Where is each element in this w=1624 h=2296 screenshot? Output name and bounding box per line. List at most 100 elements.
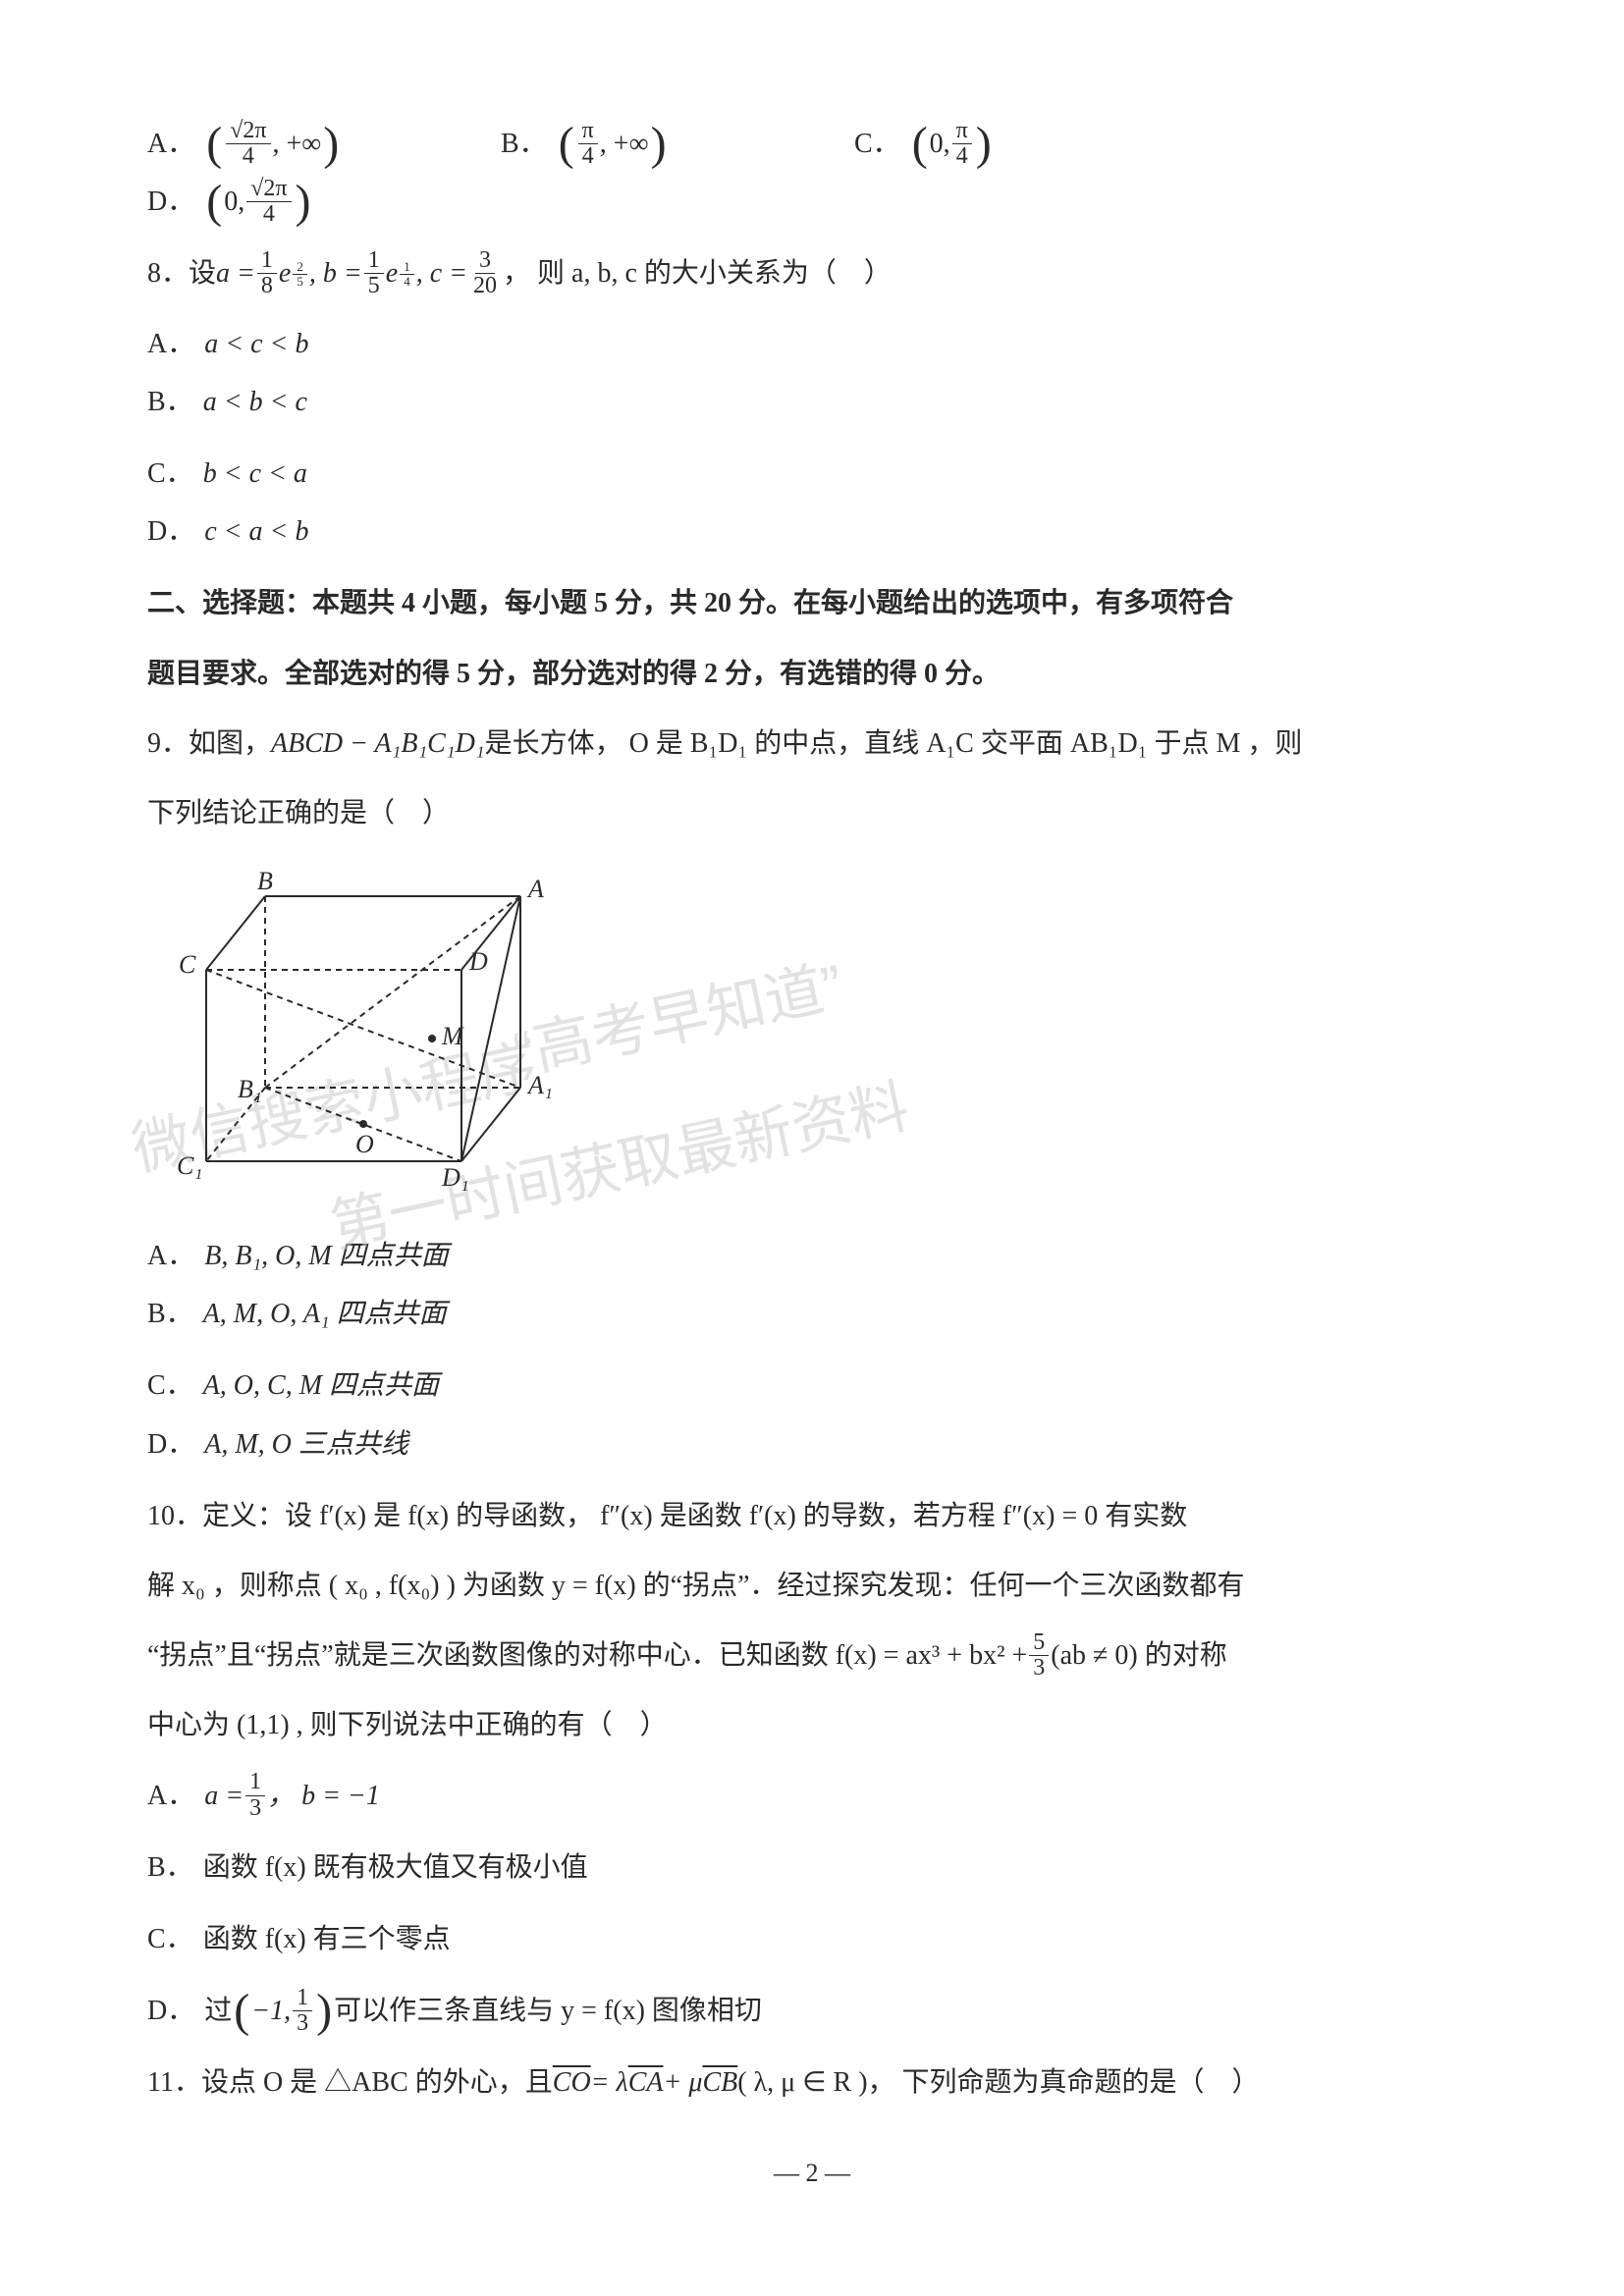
q8-c-lhs: , c = xyxy=(416,247,467,299)
exp-num: 1 xyxy=(400,260,414,275)
q10-option-c: C． 函数 f(x) 有三个零点 xyxy=(147,1913,1477,1965)
q9-option-b: B． A, M, O, A₁ 四点共面 xyxy=(147,1288,776,1340)
exp-den: 5 xyxy=(293,275,307,289)
option-text: A, M, O 三点共线 xyxy=(204,1418,408,1470)
q10-option-c-row: C． 函数 f(x) 有三个零点 xyxy=(147,1913,1477,1971)
frac-den: 5 xyxy=(364,274,384,298)
left-paren: ( xyxy=(234,1988,249,2035)
option-label: D． xyxy=(147,176,194,228)
q10-stem3-a: “拐点”且“拐点”就是三次函数图像的对称中心．已知函数 f(x) = ax³ +… xyxy=(147,1629,1027,1682)
interval-lead: 0, xyxy=(224,176,244,228)
q8-option-b: B． a < b < c xyxy=(147,376,776,428)
frac-den: 3 xyxy=(245,1796,265,1821)
frac-num: 1 xyxy=(364,248,384,274)
option-text: b < c < a xyxy=(203,448,307,500)
q9-stem-line-1: 9．如图， ABCD − A₁B₁C₁D₁ 是长方体， O 是 B₁D₁ 的中点… xyxy=(147,718,1477,770)
q8-option-a: A． a < c < b xyxy=(147,318,776,370)
option-label: A． xyxy=(147,318,194,370)
q9-options-row2: C． A, O, C, M 四点共面 D． A, M, O 三点共线 xyxy=(147,1360,1477,1475)
exp-den: 4 xyxy=(400,275,414,289)
q8-option-d: D． c < a < b xyxy=(147,506,776,558)
option-label: D． xyxy=(147,1985,194,2037)
q11-stem-b: ( λ, μ ∈ R )， 下列命题为真命题的是（ ） xyxy=(737,2056,1259,2109)
frac-den: 4 xyxy=(578,144,598,169)
option-label: A． xyxy=(147,1770,194,1822)
option-text: B, B₁, O, M 四点共面 xyxy=(204,1230,449,1282)
q8-options-row2: C． b < c < a D． c < a < b xyxy=(147,448,1477,563)
q7-options: A． ( √2π4 , +∞ ) B． ( π4 , +∞ ) C． ( 0, … xyxy=(147,118,1477,234)
frac-num: 1 xyxy=(293,1986,312,2011)
q7-option-a: A． ( √2π4 , +∞ ) xyxy=(147,118,461,170)
frac-num: √2π xyxy=(226,119,270,144)
frac-num: 3 xyxy=(475,248,495,274)
option-label: C． xyxy=(147,448,193,500)
option-label: A． xyxy=(147,1230,194,1282)
option-text: a < c < b xyxy=(204,318,308,370)
frac-den: 3 xyxy=(1029,1656,1049,1681)
q10-stem-line-1: 10．定义：设 f′(x) 是 f(x) 的导函数， f″(x) 是函数 f′(… xyxy=(147,1490,1477,1542)
option-label: A． xyxy=(147,118,194,170)
vec-ca: CA xyxy=(628,2056,664,2109)
frac-den: 8 xyxy=(257,274,277,298)
exp-num: 2 xyxy=(293,260,307,275)
q11-stem-a: 11．设点 O 是 △ABC 的外心，且 xyxy=(147,2056,553,2109)
q8-b-lhs: , b = xyxy=(309,247,362,299)
fig-label-a1: A₁ xyxy=(528,1071,553,1100)
q10-stem-line-2: 解 x₀ ，则称点 ( x₀ , f(x₀) ) 为函数 y = f(x) 的“… xyxy=(147,1560,1477,1612)
option-label: D． xyxy=(147,506,194,558)
fig-label-d1: D₁ xyxy=(442,1163,469,1193)
interval-lead: 0, xyxy=(930,118,950,170)
q9-option-a: A． B, B₁, O, M 四点共面 xyxy=(147,1230,776,1282)
fig-label-b1: B₁ xyxy=(238,1075,262,1104)
option-label: B． xyxy=(147,376,193,428)
q11-plus: + μ xyxy=(663,2056,702,2109)
q10-a-post: ， b = −1 xyxy=(267,1770,380,1822)
frac-den: 4 xyxy=(239,144,258,169)
frac-num: π xyxy=(952,119,972,144)
fig-label-m: M xyxy=(442,1022,463,1051)
q9-stem1-a: 9．如图， xyxy=(147,718,271,770)
option-text: 函数 f(x) 有三个零点 xyxy=(203,1913,451,1965)
fig-label-o: O xyxy=(355,1130,374,1159)
q10-d-x: −1, xyxy=(251,1985,291,2037)
q9-stem1-b: ABCD − A₁B₁C₁D₁ xyxy=(271,718,485,770)
q9-option-d: D． A, M, O 三点共线 xyxy=(147,1418,776,1470)
option-label: C． xyxy=(147,1913,193,1965)
q8-stem-pre: 8．设 xyxy=(147,247,216,299)
option-label: D． xyxy=(147,1418,194,1470)
frac-den: 4 xyxy=(259,202,279,227)
q9-stem-line-2: 下列结论正确的是（ ） xyxy=(147,787,1477,839)
q8-stem-post: ， 则 a, b, c 的大小关系为（ ） xyxy=(503,247,892,299)
q7-option-d: D． ( 0, √2π4 ) xyxy=(147,176,461,228)
fig-label-c: C xyxy=(179,950,195,980)
option-label: B． xyxy=(147,1288,193,1340)
q9-cuboid-figure: B A C D B₁ A₁ C₁ D₁ M O xyxy=(167,857,579,1210)
q7-option-b: B． ( π4 , +∞ ) xyxy=(501,118,815,170)
interval-tail: , +∞ xyxy=(600,118,649,170)
option-text: c < a < b xyxy=(204,506,308,558)
frac-num: √2π xyxy=(246,177,291,202)
q10-option-a-row: A． a = 13 ， b = −1 xyxy=(147,1770,1477,1828)
frac-num: 1 xyxy=(257,248,277,274)
q8-option-c: C． b < c < a xyxy=(147,448,776,500)
page-number: — 2 — xyxy=(0,2159,1624,2188)
q10-stem-line-4: 中心为 (1,1) , 则下列说法中正确的有（ ） xyxy=(147,1699,1477,1751)
option-text: 函数 f(x) 既有极大值又有极小值 xyxy=(203,1842,588,1894)
q7-option-c: C． ( 0, π4 ) xyxy=(854,118,1168,170)
section-2-line-1: 二、选择题：本题共 4 小题，每小题 5 分，共 20 分。在每小题给出的选项中… xyxy=(147,577,1477,629)
q11-stem: 11．设点 O 是 △ABC 的外心，且 CO = λ CA + μ CB ( … xyxy=(147,2056,1477,2109)
q10-option-b-row: B． 函数 f(x) 既有极大值又有极小值 xyxy=(147,1842,1477,1899)
q10-stem-line-3: “拐点”且“拐点”就是三次函数图像的对称中心．已知函数 f(x) = ax³ +… xyxy=(147,1629,1477,1682)
frac-num: 5 xyxy=(1029,1630,1049,1656)
fig-label-d: D xyxy=(469,947,488,977)
q10-option-d-row: D． 过 ( −1, 13 ) 可以作三条直线与 y = f(x) 图像相切 xyxy=(147,1985,1477,2043)
q10-option-d: D． 过 ( −1, 13 ) 可以作三条直线与 y = f(x) 图像相切 xyxy=(147,1985,1477,2037)
right-paren: ) xyxy=(316,1988,332,2035)
fig-label-a: A xyxy=(528,875,544,904)
q11-eq: = λ xyxy=(591,2056,628,2109)
option-text: A, M, O, A₁ 四点共面 xyxy=(203,1288,447,1340)
option-label: C． xyxy=(854,118,900,170)
q10-stem3-b: (ab ≠ 0) 的对称 xyxy=(1051,1629,1226,1682)
q10-d-post: 可以作三条直线与 y = f(x) 图像相切 xyxy=(334,1985,762,2037)
option-text: a < b < c xyxy=(203,376,307,428)
